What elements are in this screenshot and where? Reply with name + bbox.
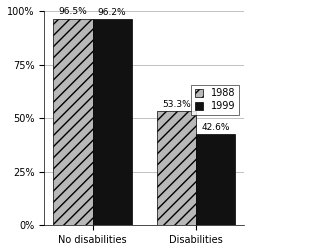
Text: 53.3%: 53.3% (162, 100, 191, 109)
Bar (93, 19, 132, 225)
Bar (196, 134, 235, 225)
Legend: 1988, 1999: 1988, 1999 (192, 84, 239, 115)
Bar (156, 111, 196, 225)
Text: 96.2%: 96.2% (98, 8, 126, 17)
Text: 42.6%: 42.6% (201, 123, 230, 132)
Text: 96.5%: 96.5% (59, 8, 87, 16)
Bar (53, 19, 93, 225)
